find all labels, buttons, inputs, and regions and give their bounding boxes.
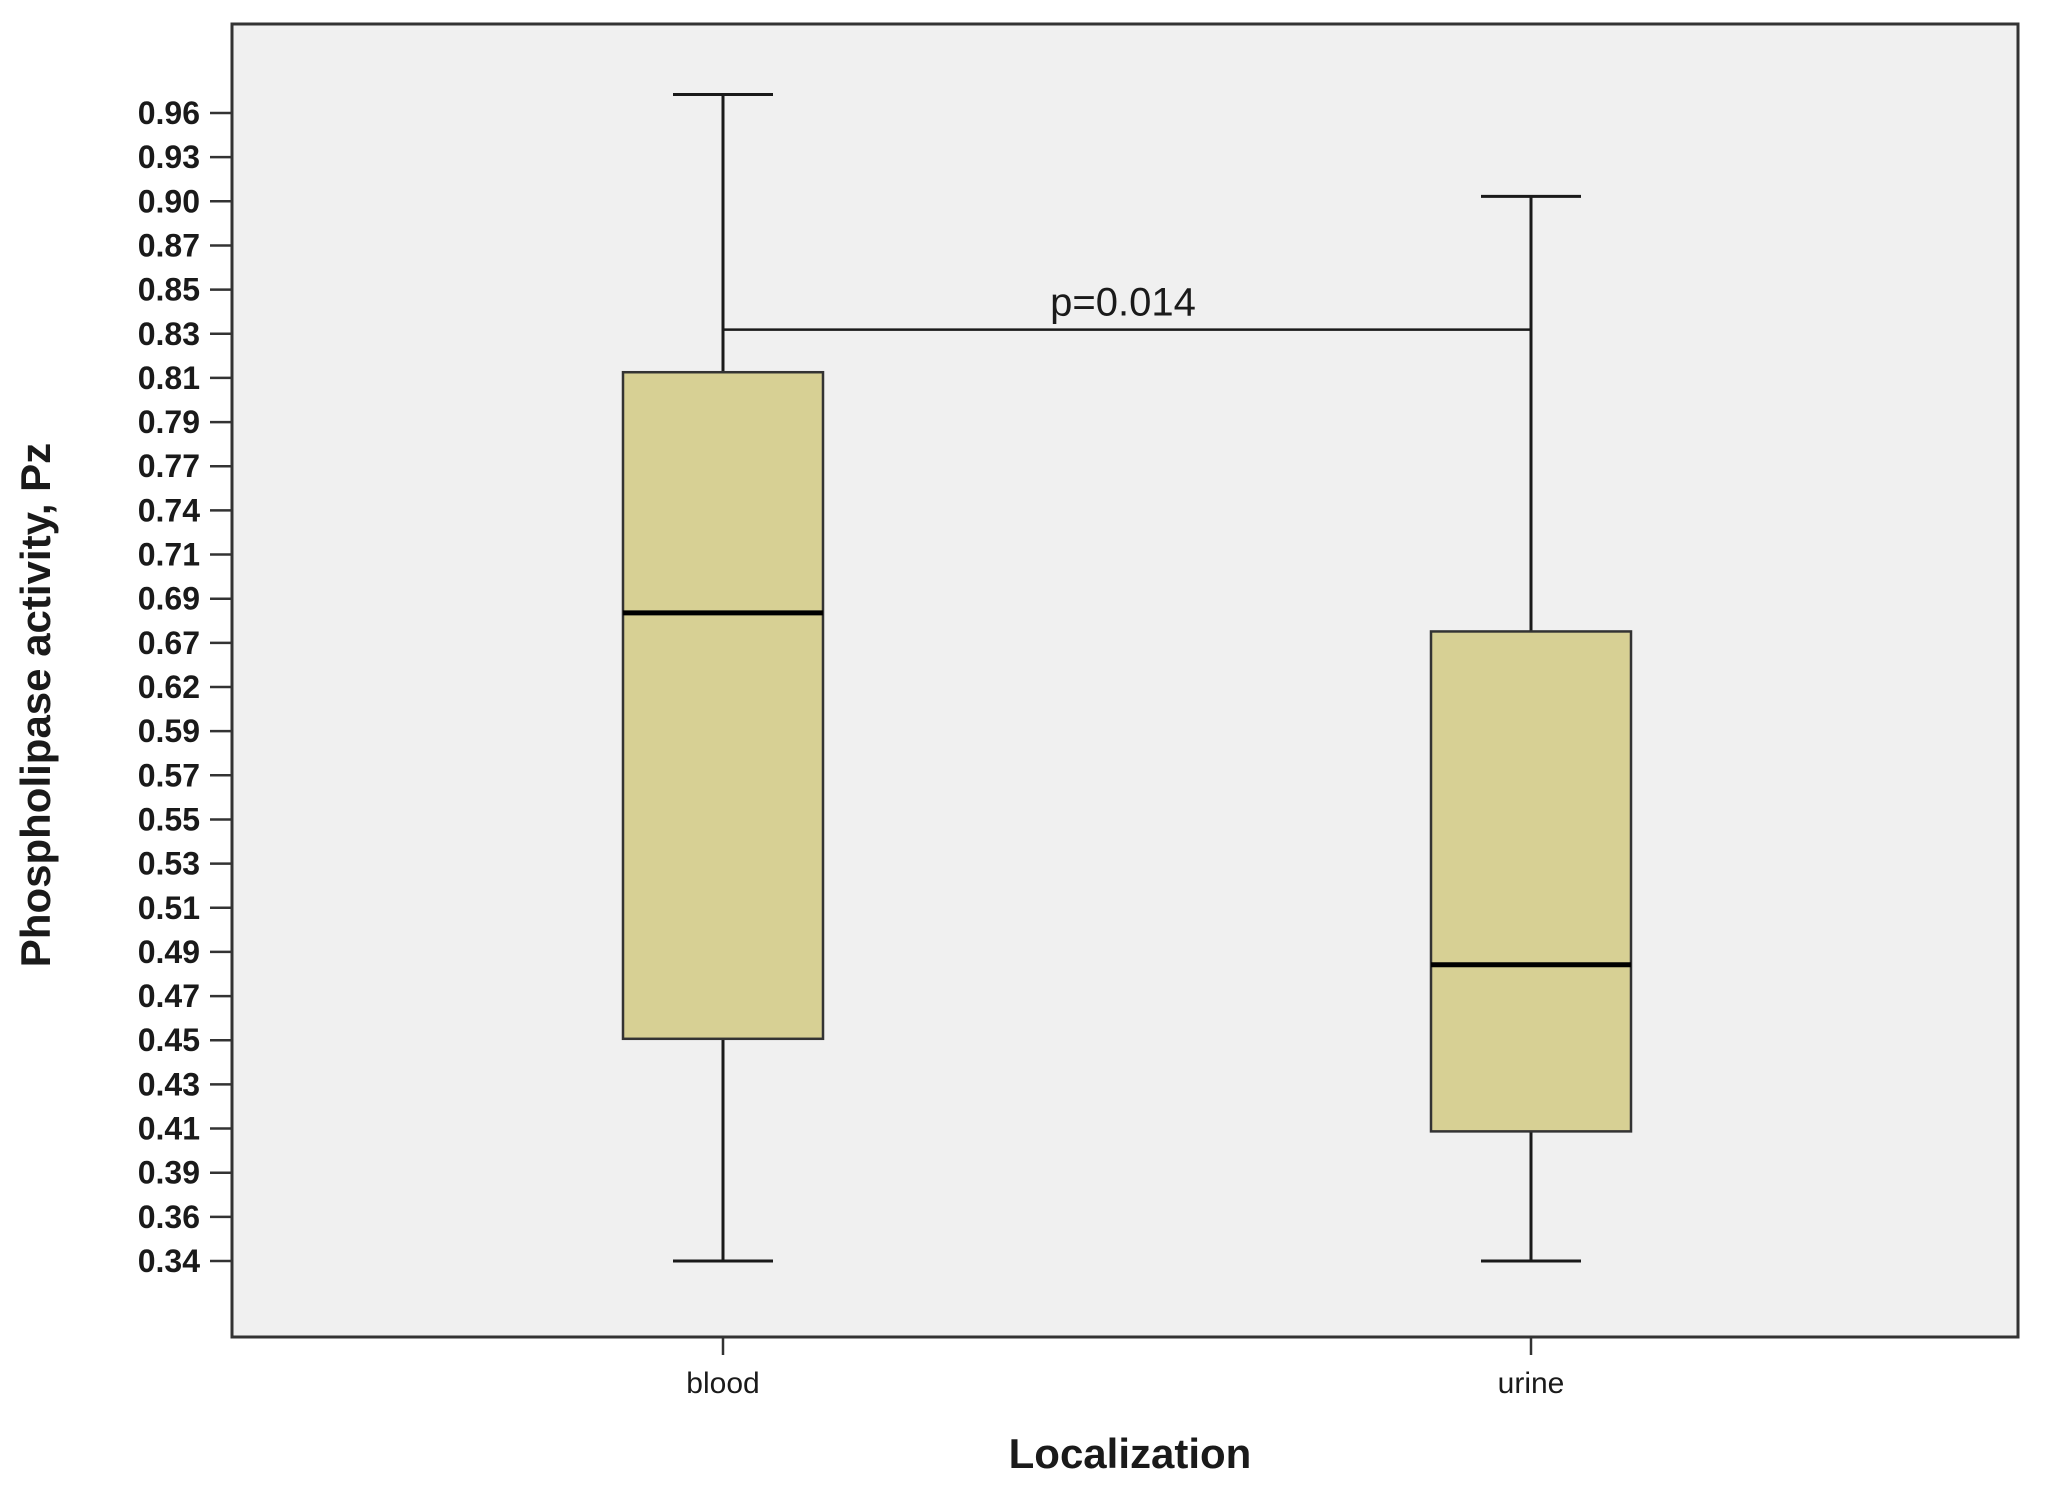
box-urine — [1429, 194, 1633, 1263]
y-tick-label-0-71: 0.71 — [138, 537, 200, 573]
y-tick-label-0-34: 0.34 — [138, 1243, 200, 1279]
y-tick-label-0-57: 0.57 — [138, 757, 200, 793]
significance-annotation: p=0.014 — [723, 281, 1531, 331]
x-tick-label-urine: urine — [1498, 1367, 1565, 1400]
y-axis: 0.96 0.93 0.90 0.87 0.85 0.83 0.81 0.79 0.77 0.74… — [138, 95, 232, 1279]
y-tick-label-0-77: 0.77 — [138, 448, 200, 484]
y-tick-label-0-96: 0.96 — [138, 95, 200, 131]
x-tick-label-blood: blood — [686, 1367, 759, 1400]
y-tick-label-0-51: 0.51 — [138, 890, 200, 926]
y-tick-label-0-55: 0.55 — [138, 801, 200, 837]
y-tick-label-0-90: 0.90 — [138, 183, 200, 219]
iqr-box-urine — [1429, 630, 1633, 1133]
y-tick-label-0-49: 0.49 — [138, 934, 200, 970]
y-tick-label-0-41: 0.41 — [138, 1111, 200, 1147]
y-tick-label-0-81: 0.81 — [138, 360, 200, 396]
y-tick-label-0-79: 0.79 — [138, 404, 200, 440]
iqr-box-blood — [621, 370, 825, 1041]
y-tick-label-0-93: 0.93 — [138, 139, 200, 175]
y-tick-label-0-45: 0.45 — [138, 1022, 200, 1058]
y-tick-label-0-39: 0.39 — [138, 1155, 200, 1191]
y-tick-label-0-87: 0.87 — [138, 227, 200, 263]
x-axis: blood urine — [686, 1337, 1564, 1400]
y-tick-label-0-53: 0.53 — [138, 846, 200, 882]
y-tick-label-0-43: 0.43 — [138, 1066, 200, 1102]
y-tick-label-0-85: 0.85 — [138, 272, 200, 308]
y-tick-label-0-74: 0.74 — [138, 492, 200, 528]
box-blood — [621, 92, 825, 1263]
y-tick-label-0-67: 0.67 — [138, 625, 200, 661]
plot-area — [230, 22, 2020, 1339]
y-tick-label-0-59: 0.59 — [138, 713, 200, 749]
y-tick-label-0-36: 0.36 — [138, 1199, 200, 1235]
y-tick-label-0-69: 0.69 — [138, 581, 200, 617]
p-value-label: p=0.014 — [1050, 281, 1196, 325]
y-tick-label-0-62: 0.62 — [138, 669, 200, 705]
box-series — [621, 92, 1633, 1263]
y-tick-label-0-83: 0.83 — [138, 316, 200, 352]
y-axis-title: Phospholipase activity, Pz — [12, 443, 59, 967]
x-axis-title: Localization — [1009, 1430, 1252, 1477]
y-tick-label-0-47: 0.47 — [138, 978, 200, 1014]
